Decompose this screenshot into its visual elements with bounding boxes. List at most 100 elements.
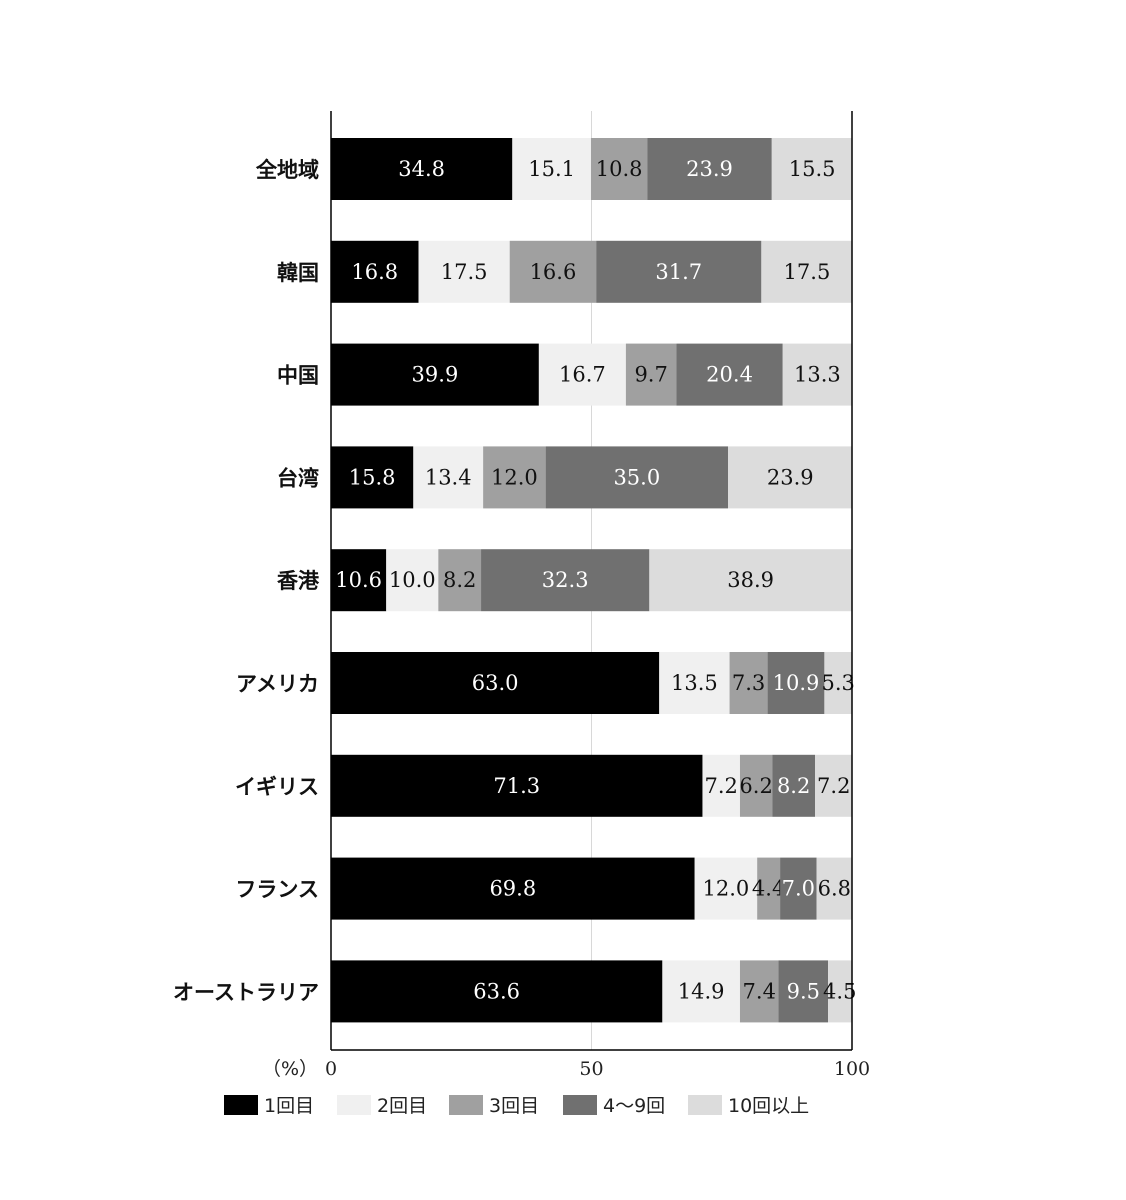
legend-swatch-3	[449, 1095, 483, 1115]
legend-swatch-4	[563, 1095, 597, 1115]
category-label-4: 台湾	[277, 466, 319, 490]
data-label-4-1: 15.8	[349, 465, 396, 489]
data-label-7-2: 7.2	[705, 774, 738, 798]
bar-segment-6-3	[729, 652, 768, 714]
bar-segment-8-3	[757, 857, 781, 920]
data-label-3-2: 16.7	[559, 363, 606, 387]
data-label-4-5: 23.9	[767, 465, 814, 489]
bar-segment-9-4	[778, 960, 829, 1023]
bar-segment-2-2	[418, 240, 510, 303]
category-label-8: フランス	[235, 878, 319, 902]
bar-segment-5-1	[331, 549, 387, 612]
data-label-4-2: 13.4	[425, 465, 472, 489]
data-label-2-4: 31.7	[655, 260, 702, 284]
data-label-6-5: 5.3	[821, 671, 854, 695]
bars: 34.8 15.1 10.8 23.9 15.5 16.8 17.5 16.6 31.7 17.5…	[331, 138, 856, 1023]
legend-label-4: 4〜9回	[603, 1095, 665, 1117]
bar-segment-7-4	[772, 754, 816, 817]
data-label-1-1: 34.8	[398, 157, 445, 181]
bar-segment-1-5	[771, 138, 853, 200]
bar-segment-3-1	[331, 343, 539, 406]
bar-segment-7-1	[331, 754, 703, 817]
category-label-1: 全地域	[255, 158, 319, 182]
data-label-3-3: 9.7	[634, 363, 667, 387]
category-label-2: 韓国	[277, 261, 319, 285]
bar-segment-2-3	[509, 240, 597, 303]
bar-segment-4-4	[545, 446, 729, 509]
data-label-4-4: 35.0	[613, 465, 660, 489]
bar-segment-4-3	[483, 446, 546, 509]
legend-label-3: 3回目	[489, 1095, 539, 1117]
data-label-3-1: 39.9	[412, 363, 459, 387]
data-label-5-1: 10.6	[335, 568, 382, 592]
legend-swatch-2	[337, 1095, 371, 1115]
bar-segment-7-5	[815, 754, 853, 817]
category-label-5: 香港	[277, 569, 320, 593]
data-label-8-4: 7.0	[782, 877, 815, 901]
bar-segment-4-5	[728, 446, 853, 509]
bar-segment-5-3	[438, 549, 482, 612]
data-label-1-2: 15.1	[528, 157, 575, 181]
legend: 1回目 2回目 3回目 4〜9回 10回以上	[224, 1095, 809, 1117]
category-label-7: イギリス	[235, 775, 319, 799]
legend-label-5: 10回以上	[728, 1095, 809, 1117]
data-label-8-5: 6.8	[818, 877, 851, 901]
bar-segment-6-4	[767, 652, 825, 714]
data-label-3-5: 13.3	[794, 363, 841, 387]
data-label-5-4: 32.3	[542, 568, 589, 592]
bar-segment-3-2	[538, 343, 626, 406]
data-label-2-1: 16.8	[351, 260, 398, 284]
data-label-1-4: 23.9	[686, 157, 733, 181]
data-label-5-5: 38.9	[727, 568, 774, 592]
data-label-2-5: 17.5	[784, 260, 831, 284]
data-label-2-2: 17.5	[441, 260, 488, 284]
category-label-6: アメリカ	[236, 672, 319, 696]
bar-segment-7-2	[702, 754, 740, 817]
bar-segment-1-3	[590, 138, 648, 200]
data-label-7-4: 8.2	[777, 774, 810, 798]
data-label-9-3: 7.4	[743, 979, 776, 1003]
data-label-2-3: 16.6	[530, 260, 577, 284]
data-label-4-3: 12.0	[491, 465, 538, 489]
data-label-6-4: 10.9	[773, 671, 820, 695]
data-label-6-2: 13.5	[671, 671, 718, 695]
x-tick-label-2: 50	[579, 1058, 603, 1080]
bar-segment-9-1	[331, 960, 663, 1023]
x-ticks: 0 50 100	[325, 1058, 870, 1080]
bar-segment-8-4	[780, 857, 817, 920]
bar-segment-9-2	[662, 960, 740, 1023]
bar-segment-6-5	[824, 652, 852, 714]
bar-segment-2-5	[761, 240, 853, 303]
data-label-6-1: 63.0	[472, 671, 519, 695]
bar-segment-9-5	[828, 960, 852, 1023]
bar-segment-2-1	[331, 240, 419, 303]
axes	[330, 111, 853, 1051]
data-label-6-3: 7.3	[732, 671, 765, 695]
legend-label-2: 2回目	[377, 1095, 427, 1117]
bar-segment-9-3	[739, 960, 779, 1023]
bar-segment-8-2	[694, 857, 758, 920]
bar-segment-8-1	[331, 857, 695, 920]
legend-swatch-1	[224, 1095, 258, 1115]
data-label-7-3: 6.2	[739, 774, 772, 798]
data-label-8-2: 12.0	[703, 877, 750, 901]
legend-swatch-5	[688, 1095, 722, 1115]
bar-segment-3-3	[625, 343, 677, 406]
data-label-5-3: 8.2	[443, 568, 476, 592]
bar-segment-3-5	[782, 343, 852, 406]
category-label-3: 中国	[277, 364, 319, 388]
bar-segment-3-4	[676, 343, 783, 406]
data-label-1-5: 15.5	[789, 157, 836, 181]
data-label-5-2: 10.0	[389, 568, 436, 592]
bar-segment-8-5	[816, 857, 852, 920]
bar-segment-6-2	[659, 652, 730, 714]
bar-segment-6-1	[331, 652, 660, 714]
data-label-7-5: 7.2	[817, 774, 850, 798]
bar-segment-1-1	[331, 138, 513, 200]
data-label-9-1: 63.6	[473, 979, 520, 1003]
data-label-9-4: 9.5	[787, 979, 820, 1003]
x-tick-label-3: 100	[834, 1058, 870, 1080]
bar-segment-1-4	[647, 138, 772, 200]
